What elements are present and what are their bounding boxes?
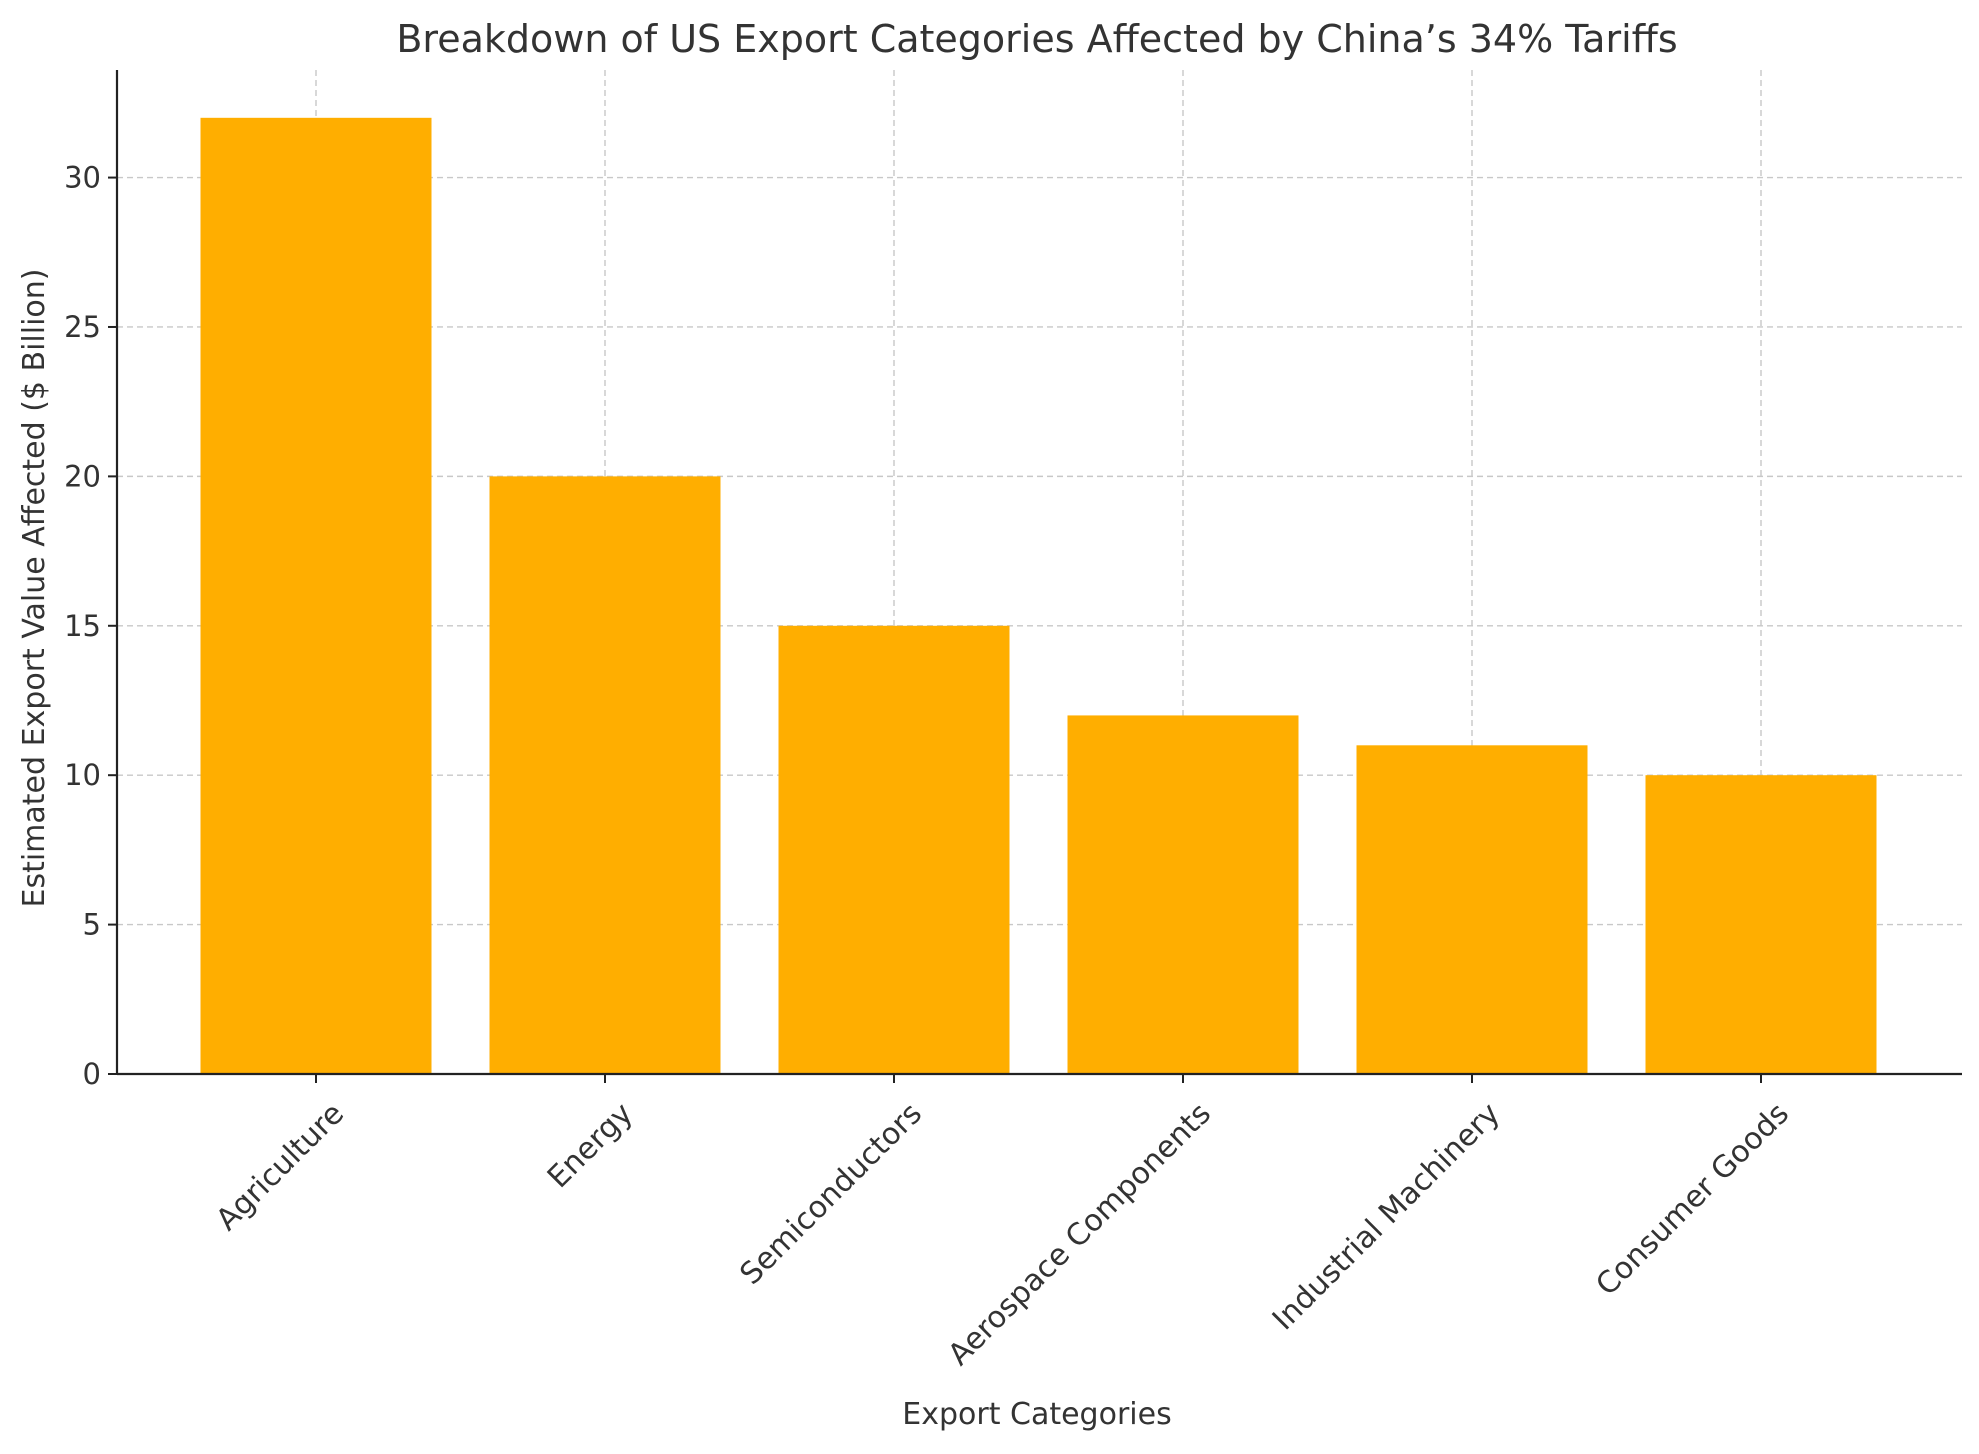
bar-industrial-machinery	[1356, 745, 1588, 1074]
y-tick-label: 30	[64, 161, 101, 195]
y-tick-label: 20	[64, 459, 101, 493]
x-tick-label: Aerospace Components	[942, 1096, 1218, 1372]
y-tick-label: 25	[64, 310, 101, 344]
x-tick-label: Consumer Goods	[1589, 1096, 1796, 1303]
x-tick-label: Industrial Machinery	[1266, 1096, 1507, 1337]
y-tick-label: 10	[64, 758, 101, 792]
bar-consumer-goods	[1645, 775, 1877, 1074]
y-axis-label: Estimated Export Value Affected ($ Billi…	[17, 268, 52, 907]
y-tick-label: 5	[83, 908, 101, 942]
x-axis-label: Export Categories	[902, 1397, 1171, 1432]
y-axis-ticks: 0 5 10 15 20 25 30	[64, 161, 117, 1091]
x-tick-label: Agriculture	[210, 1096, 351, 1237]
chart-title: Breakdown of US Export Categories Affect…	[396, 17, 1677, 61]
bars	[200, 117, 1877, 1075]
bar-energy	[489, 476, 721, 1074]
bar-agriculture	[200, 117, 432, 1075]
x-axis-ticks: Agriculture Energy Semiconductors Aerospace…	[210, 1074, 1796, 1373]
x-tick-label: Semiconductors	[733, 1096, 929, 1292]
bar-aerospace-components	[1067, 715, 1299, 1074]
bar-semiconductors	[778, 625, 1010, 1074]
y-tick-label: 0	[83, 1057, 101, 1091]
axes	[115, 70, 1962, 1076]
x-tick-label: Energy	[541, 1096, 640, 1195]
y-tick-label: 15	[64, 609, 101, 643]
